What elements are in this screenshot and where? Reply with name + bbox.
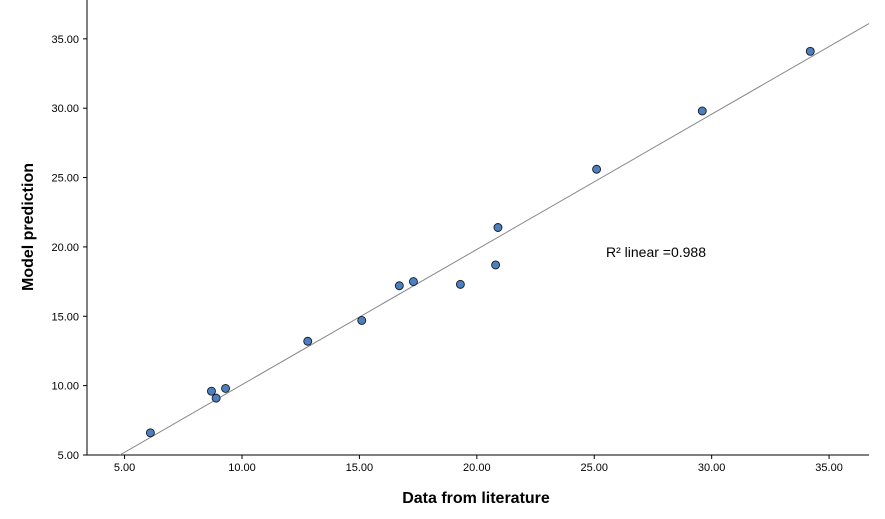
- r-squared-annotation: R² linear =0.988: [606, 244, 706, 260]
- x-tick-label: 5.00: [114, 462, 135, 474]
- data-point: [697, 106, 707, 116]
- regression-line: [119, 23, 870, 456]
- fit-line-group: [119, 23, 870, 456]
- data-point: [592, 164, 602, 174]
- data-point: [394, 281, 404, 291]
- data-point: [221, 383, 231, 393]
- x-tick-label: 25.00: [580, 462, 608, 474]
- data-point: [211, 393, 221, 403]
- x-tick-label: 20.00: [463, 462, 491, 474]
- data-point: [408, 277, 418, 287]
- x-tick-label: 30.00: [698, 462, 726, 474]
- y-tick-label: 35.00: [51, 34, 79, 46]
- x-tick-label: 35.00: [815, 462, 843, 474]
- data-point: [357, 315, 367, 325]
- y-tick-label: 15.00: [51, 311, 79, 323]
- y-tick-label: 30.00: [51, 103, 79, 115]
- data-point: [303, 336, 313, 346]
- y-tick-label: 5.00: [58, 450, 79, 462]
- data-point: [145, 428, 155, 438]
- y-tick-label: 25.00: [51, 173, 79, 185]
- y-tick-label: 10.00: [51, 381, 79, 393]
- y-axis-title: Model prediction: [20, 163, 37, 291]
- data-point: [455, 279, 465, 289]
- data-point: [493, 223, 503, 232]
- axis-ticks: 5.00 10.00 15.00 20.00 25.00 30.00 35.00 5.00 10…: [51, 34, 842, 474]
- y-tick-label: 20.00: [51, 242, 79, 254]
- x-tick-label: 10.00: [228, 462, 256, 474]
- data-point: [207, 386, 216, 396]
- data-point: [491, 260, 501, 270]
- data-points: [145, 46, 815, 438]
- axes: [86, 0, 869, 456]
- x-tick-label: 15.00: [346, 462, 374, 474]
- x-axis-title: Data from literature: [402, 490, 550, 507]
- data-point: [805, 46, 815, 56]
